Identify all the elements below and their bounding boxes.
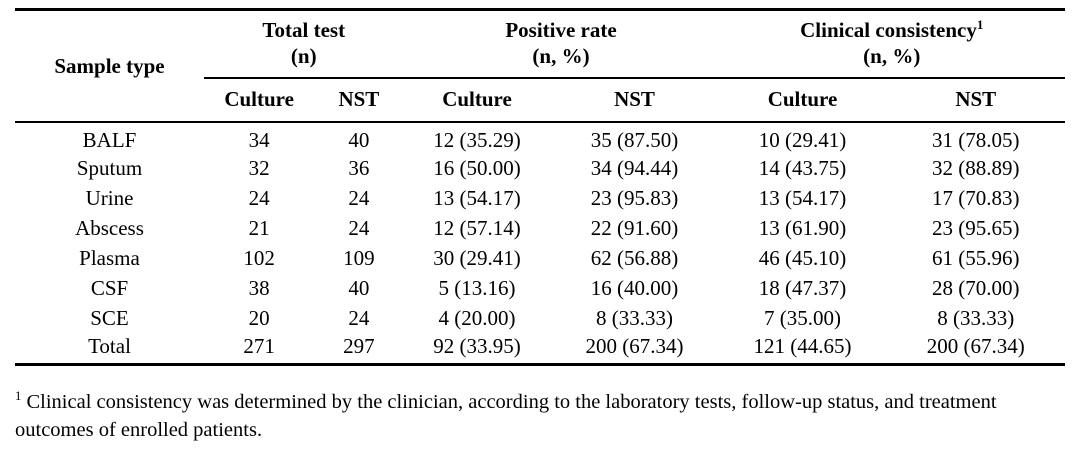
value-cell: 24 — [248, 185, 270, 210]
sample-type-cell: SCE — [90, 305, 129, 330]
value-cell: 35 (87.50) — [590, 127, 679, 152]
group-unit: (n) — [290, 43, 317, 68]
group-title: Positive rate — [505, 17, 617, 42]
value-cell: 92 (33.95) — [403, 332, 551, 366]
subheader-total-culture: Culture — [204, 77, 315, 123]
footnote-marker: 1 — [15, 389, 22, 404]
value-cell: 8 (33.33) — [596, 305, 673, 330]
results-table-wrap: Sample type Total test (n) Positive rate… — [15, 8, 1065, 366]
value-cell: 40 — [348, 275, 370, 300]
group-header-row: Sample type Total test (n) Positive rate… — [15, 9, 1065, 123]
value-cell: 38 — [248, 275, 270, 300]
sample-type-cell: Sputum — [76, 155, 143, 180]
subheader-clinical-nst: NST — [886, 77, 1065, 123]
footnote-text: Clinical consistency was determined by t… — [15, 391, 997, 442]
table-row-sputum: Sputum 32 36 16 (50.00) 34 (94.44) 14 (4… — [15, 153, 1065, 183]
group-unit: (n, %) — [532, 43, 590, 68]
value-cell: 102 — [243, 245, 275, 270]
value-cell: 4 (20.00) — [438, 305, 516, 330]
value-cell: 13 (54.17) — [433, 185, 521, 210]
group-header-clinical-consistency: Clinical consistency1 (n, %) — [718, 9, 1065, 79]
subheader-positive-nst: NST — [550, 77, 719, 123]
value-cell: 46 (45.10) — [758, 245, 847, 270]
value-cell: 14 (43.75) — [758, 155, 847, 180]
value-cell: 16 (40.00) — [590, 275, 679, 300]
value-cell: 61 (55.96) — [932, 245, 1020, 270]
value-cell: 109 — [343, 245, 375, 270]
value-cell: 40 — [348, 127, 370, 152]
table-footnote: 1 Clinical consistency was determined by… — [15, 388, 1065, 445]
value-cell: 13 (54.17) — [758, 185, 847, 210]
value-cell: 21 — [248, 215, 270, 240]
sample-type-cell: Urine — [85, 185, 134, 210]
value-cell: 200 (67.34) — [550, 332, 719, 366]
value-cell: 16 (50.00) — [433, 155, 521, 180]
sample-type-cell: CSF — [90, 275, 129, 300]
footnote-marker: 1 — [976, 16, 984, 32]
table-body: BALF 34 40 12 (35.29) 35 (87.50) 10 (29.… — [15, 122, 1065, 366]
table-row-csf: CSF 38 40 5 (13.16) 16 (40.00) 18 (47.37… — [15, 273, 1065, 303]
sample-type-cell: Plasma — [79, 245, 140, 270]
group-header-positive-rate: Positive rate (n, %) — [403, 9, 719, 79]
table-row-sce: SCE 20 24 4 (20.00) 8 (33.33) 7 (35.00) … — [15, 303, 1065, 333]
subheader-total-nst: NST — [314, 77, 404, 123]
table-header: Sample type Total test (n) Positive rate… — [15, 9, 1065, 123]
table-row-balf: BALF 34 40 12 (35.29) 35 (87.50) 10 (29.… — [15, 122, 1065, 153]
value-cell: 121 (44.65) — [718, 332, 887, 366]
group-title: Total test — [262, 17, 346, 42]
table-row-urine: Urine 24 24 13 (54.17) 23 (95.83) 13 (54… — [15, 183, 1065, 213]
value-cell: 32 — [248, 155, 270, 180]
value-cell: 24 — [348, 215, 370, 240]
value-cell: 23 (95.83) — [590, 185, 679, 210]
value-cell: 24 — [348, 185, 370, 210]
value-cell: 7 (35.00) — [764, 305, 841, 330]
value-cell: 30 (29.41) — [433, 245, 521, 270]
subheader-positive-culture: Culture — [403, 77, 551, 123]
value-cell: 62 (56.88) — [590, 245, 679, 270]
value-cell: 13 (61.90) — [758, 215, 847, 240]
value-cell: 271 — [204, 332, 315, 366]
table-row-plasma: Plasma 102 109 30 (29.41) 62 (56.88) 46 … — [15, 243, 1065, 273]
table-row-abscess: Abscess 21 24 12 (57.14) 22 (91.60) 13 (… — [15, 213, 1065, 243]
results-table: Sample type Total test (n) Positive rate… — [15, 8, 1065, 366]
value-cell: 297 — [314, 332, 404, 366]
value-cell: 20 — [248, 305, 270, 330]
value-cell: 200 (67.34) — [886, 332, 1065, 366]
sample-type-cell: BALF — [82, 127, 137, 152]
table-row-total: Total 271 297 92 (33.95) 200 (67.34) 121… — [15, 332, 1065, 366]
value-cell: 34 (94.44) — [590, 155, 679, 180]
value-cell: 31 (78.05) — [932, 127, 1020, 152]
column-header-sample-type: Sample type — [15, 9, 204, 123]
value-cell: 5 (13.16) — [438, 275, 516, 300]
value-cell: 18 (47.37) — [758, 275, 847, 300]
value-cell: 36 — [348, 155, 370, 180]
subheader-clinical-culture: Culture — [718, 77, 887, 123]
value-cell: 10 (29.41) — [758, 127, 847, 152]
value-cell: 12 (35.29) — [433, 127, 521, 152]
sample-type-cell: Abscess — [75, 215, 144, 240]
value-cell: 24 — [348, 305, 370, 330]
group-title: Clinical consistency1 — [800, 16, 984, 42]
value-cell: 17 (70.83) — [932, 185, 1020, 210]
value-cell: 28 (70.00) — [932, 275, 1020, 300]
value-cell: 8 (33.33) — [937, 305, 1015, 330]
value-cell: 32 (88.89) — [932, 155, 1020, 180]
value-cell: 12 (57.14) — [433, 215, 521, 240]
sub-header-row: Culture NST Culture NST Culture NST — [15, 77, 1065, 123]
value-cell: 22 (91.60) — [590, 215, 679, 240]
value-cell: 34 — [248, 127, 270, 152]
group-unit: (n, %) — [863, 43, 921, 68]
sample-type-cell: Total — [15, 332, 204, 366]
group-header-total-test: Total test (n) — [204, 9, 404, 79]
value-cell: 23 (95.65) — [932, 215, 1020, 240]
